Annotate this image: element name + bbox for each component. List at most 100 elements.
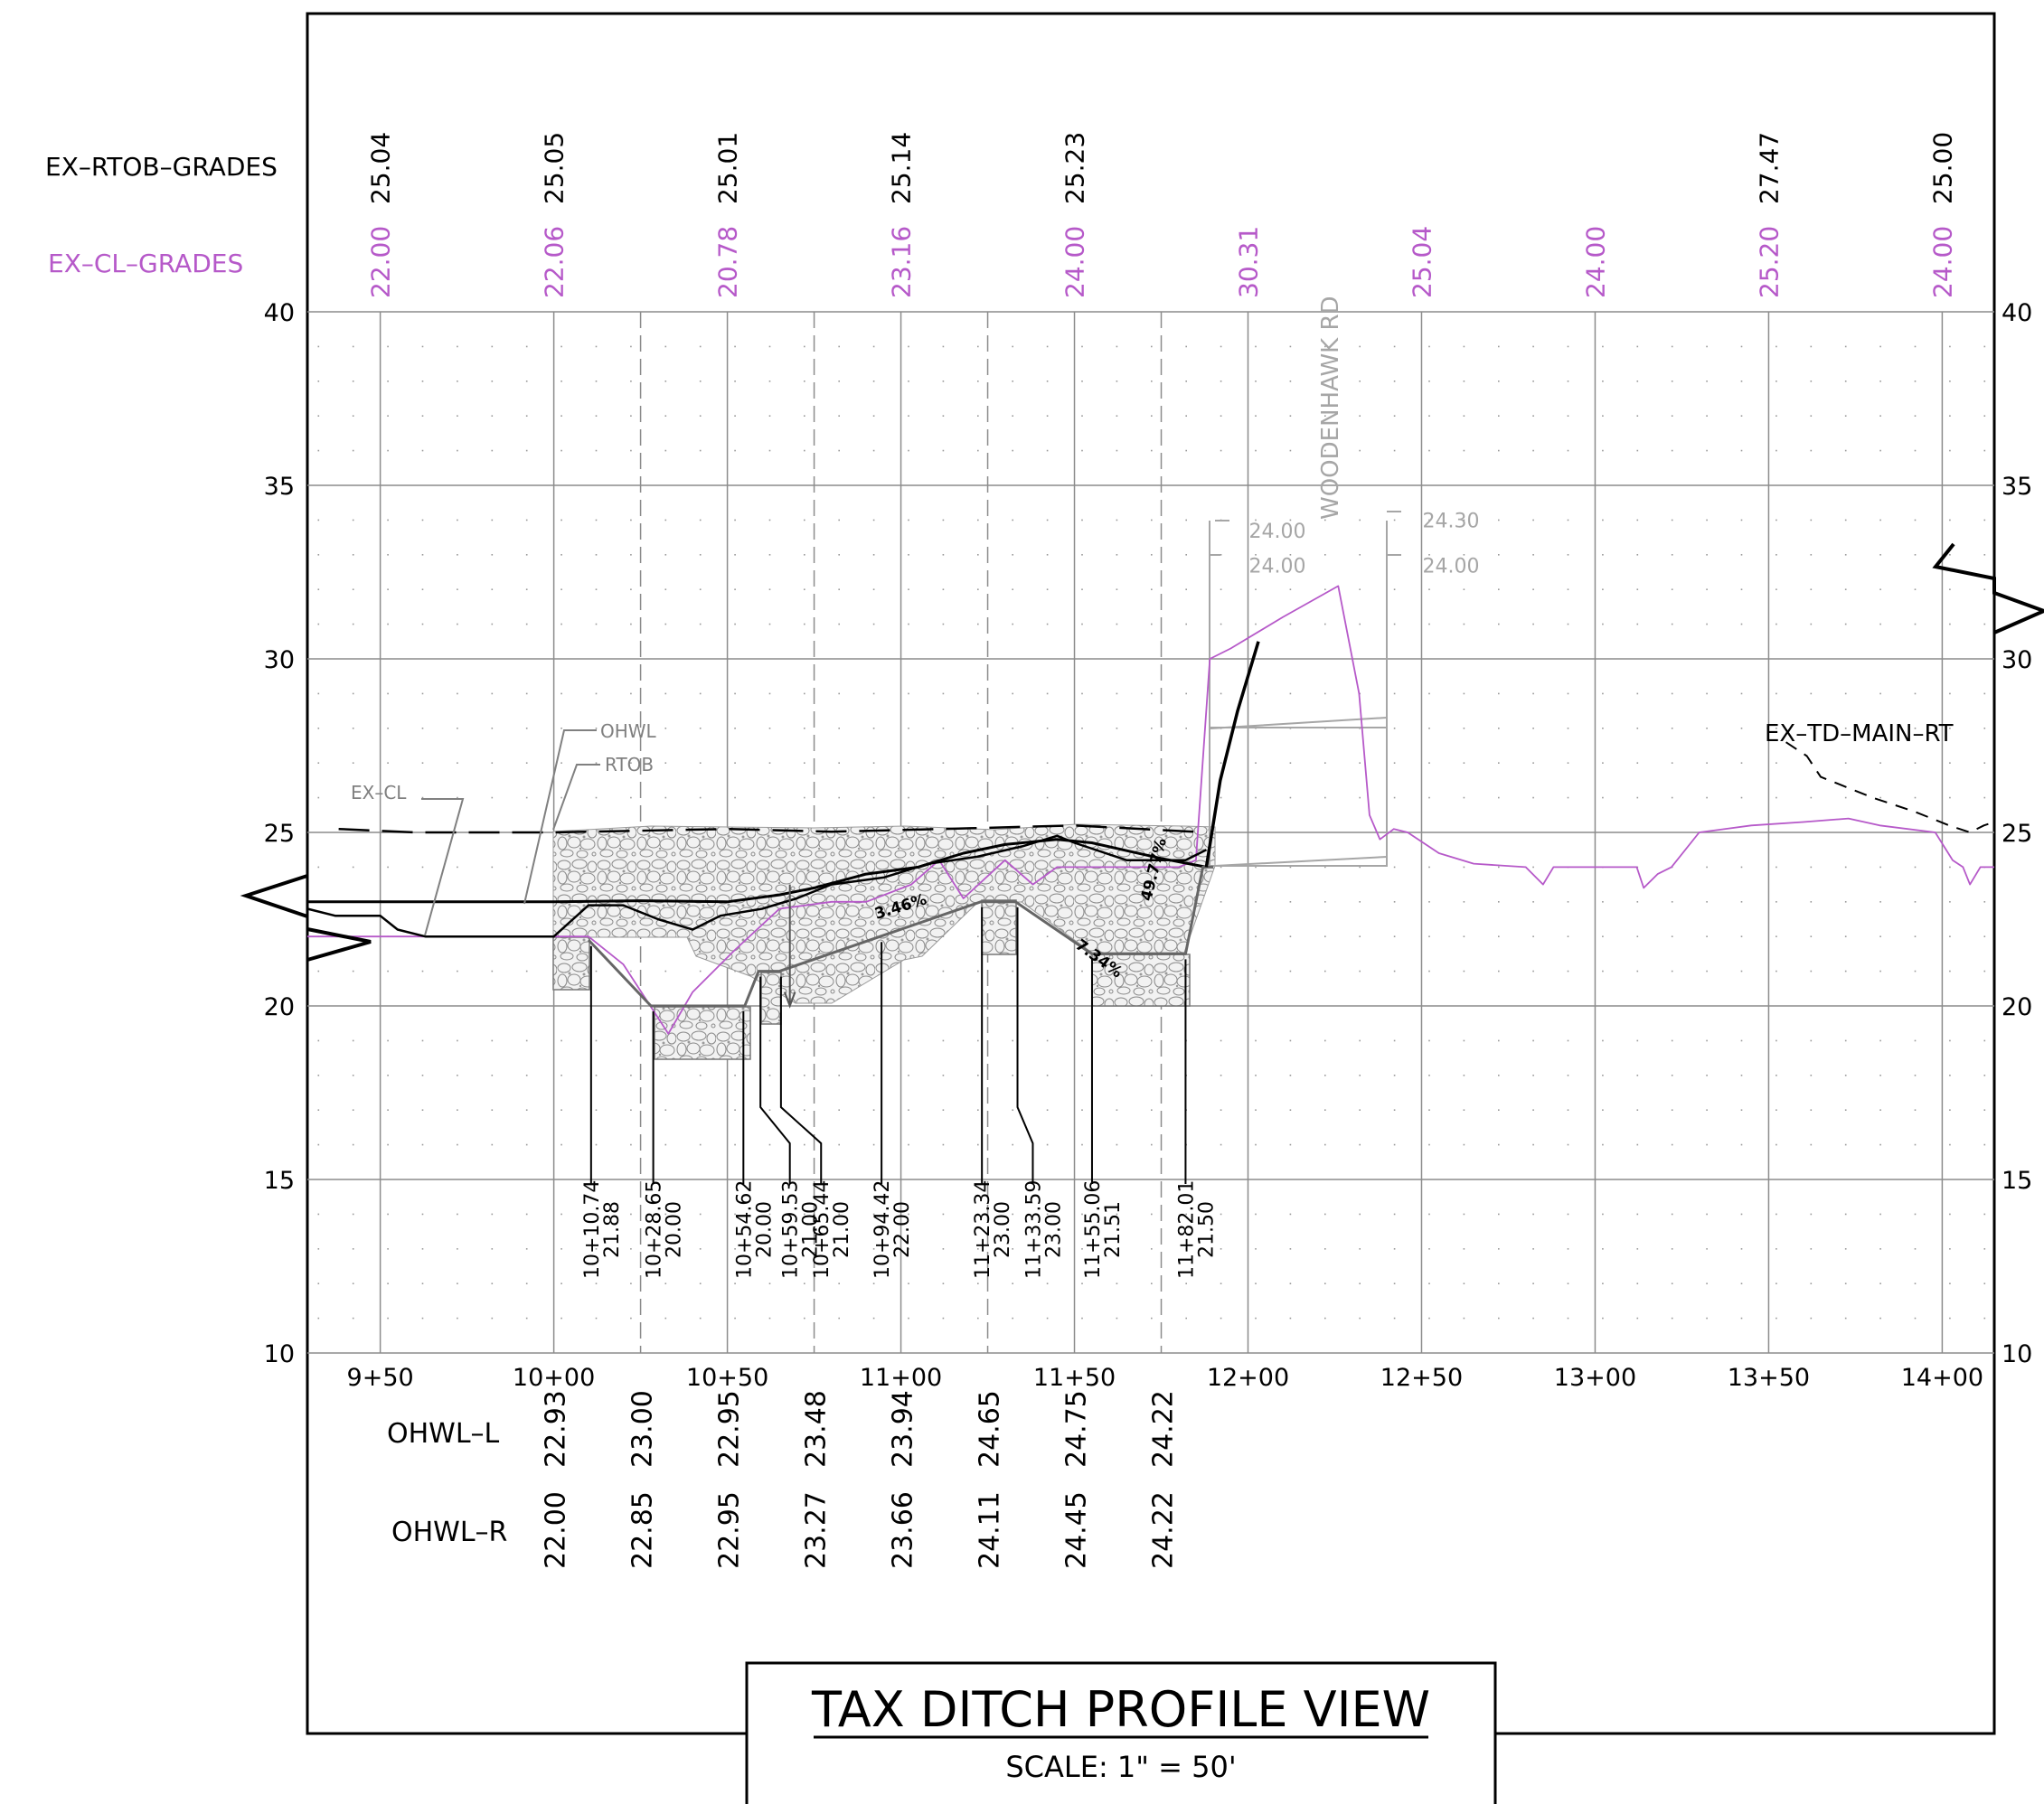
ohwl-r-value: 23.66 xyxy=(888,1491,919,1569)
elevation-tick-right: 15 xyxy=(2002,1167,2032,1195)
grade-rows: 25.04 25.05 25.01 25.14 25.23 27.47 25.00 22.00… xyxy=(366,132,1958,1569)
grid-dots xyxy=(317,345,1986,1320)
ohwl-l-value: 23.94 xyxy=(888,1390,919,1468)
cl-grade-value: 30.31 xyxy=(1234,226,1264,298)
riprap-fills xyxy=(552,823,1216,1060)
elevation-tick-right: 40 xyxy=(2002,299,2032,327)
callout-elevation: 22.00 xyxy=(891,1201,914,1258)
cl-grade-value: 20.78 xyxy=(713,226,743,298)
ex-td-label: EX–TD–MAIN–RT xyxy=(1765,720,1954,747)
elevation-tick-left: 35 xyxy=(264,473,295,501)
rtob-grade-value: 25.04 xyxy=(366,132,396,204)
ohwl-leader xyxy=(523,729,597,905)
rtob-leader xyxy=(552,764,600,831)
elevation-tick-right: 30 xyxy=(2002,646,2032,674)
rtob-grade-value: 25.00 xyxy=(1927,132,1957,204)
ohwl-l-value: 23.00 xyxy=(627,1390,659,1468)
callout-leader xyxy=(779,976,823,1184)
callout-station: 10+59.53 xyxy=(780,1180,803,1279)
rtob-grade-value: 25.14 xyxy=(887,132,917,204)
road-elevation-label: 24.30 xyxy=(1422,510,1479,532)
road-outline xyxy=(1209,521,1388,867)
callout-station: 10+10.74 xyxy=(581,1180,604,1279)
rtob-grade-value: 25.23 xyxy=(1060,132,1090,204)
station-tick: 13+00 xyxy=(1554,1364,1636,1392)
trench-fill xyxy=(654,1006,751,1060)
cl-grade-value: 25.20 xyxy=(1754,226,1784,298)
road-outline xyxy=(1210,511,1401,556)
road-pavement xyxy=(1214,856,1388,867)
station-tick: 10+50 xyxy=(686,1364,768,1392)
elevation-tick-left: 40 xyxy=(264,299,295,327)
existing-cl-profile xyxy=(307,585,1994,1035)
ohwl-r-value: 24.11 xyxy=(975,1491,1006,1569)
callout-elevation: 20.00 xyxy=(753,1201,776,1258)
title-text: TAX DITCH PROFILE VIEW xyxy=(811,1681,1430,1738)
title-block xyxy=(745,1661,1497,1804)
station-tick: 11+50 xyxy=(1033,1364,1116,1392)
ex-td-dashed-profile xyxy=(1785,741,1995,833)
rtob-grade-value: 25.05 xyxy=(540,132,570,204)
elevation-tick-left: 25 xyxy=(264,820,295,848)
elevation-tick-left: 20 xyxy=(264,993,295,1021)
grid-dot-field xyxy=(317,345,1986,1320)
road-elevation-label: 24.00 xyxy=(1422,555,1479,578)
rtob-label: RTOB xyxy=(605,754,654,775)
elevation-tick-right: 10 xyxy=(2002,1340,2032,1368)
callout-elevation: 21.50 xyxy=(1195,1201,1218,1258)
cl-grade-value: 25.04 xyxy=(1407,226,1436,298)
ohwl-r-value: 22.85 xyxy=(627,1491,659,1569)
elevation-tick-left: 30 xyxy=(264,646,295,674)
ohwl-label: OHWL xyxy=(600,720,657,742)
callout-elevation: 20.00 xyxy=(664,1201,686,1258)
ohwl-r-value: 22.00 xyxy=(541,1491,572,1569)
callout-elevation: 21.51 xyxy=(1102,1201,1125,1258)
callout-station: 11+33.59 xyxy=(1022,1180,1045,1279)
rtob-line-profile xyxy=(306,834,1207,938)
station-tick: 9+50 xyxy=(347,1364,414,1392)
cl-grade-value: 24.00 xyxy=(1927,226,1957,298)
profile-lines xyxy=(306,585,1995,1035)
ohwl-l-value: 23.48 xyxy=(801,1390,833,1468)
road-elevation-label: 24.00 xyxy=(1249,521,1306,543)
callout-station: 10+65.44 xyxy=(811,1180,834,1279)
callout-elevation: 21.00 xyxy=(800,1201,823,1258)
station-tick: 14+00 xyxy=(1901,1364,1983,1392)
callout-elevation: 23.00 xyxy=(992,1201,1014,1258)
elevation-tick-right: 25 xyxy=(2002,820,2032,848)
break-symbol-right xyxy=(1932,542,2044,634)
callout-station: 11+55.06 xyxy=(1082,1180,1105,1279)
station-tick: 12+50 xyxy=(1380,1364,1463,1392)
ex-cl-label: EX–CL xyxy=(351,782,407,803)
rtob-dashed-profile xyxy=(338,824,1207,834)
cl-grade-value: 22.06 xyxy=(540,226,570,298)
profile-grid: 10 10 15 15 20 20 25 25 30 30 35 35 40 40 9+50 10+00 10+… xyxy=(264,299,2033,1392)
ohwl-l-value: 22.93 xyxy=(541,1390,572,1468)
rtob-grade-value: 27.47 xyxy=(1754,132,1784,204)
trench-fill xyxy=(1091,954,1191,1007)
scale-text: SCALE: 1" = 50' xyxy=(1005,1750,1236,1784)
trench-fill xyxy=(552,936,590,991)
callout-leader xyxy=(1016,907,1034,1184)
road-elevation-label: 24.00 xyxy=(1249,555,1306,578)
ohwl-l-value: 22.95 xyxy=(714,1390,746,1468)
ohwl-r-value: 23.27 xyxy=(801,1491,833,1569)
callout-station: 10+54.62 xyxy=(733,1180,756,1279)
road-name: WOODENHAWK RD xyxy=(1317,296,1344,520)
ohwl-r-value: 22.95 xyxy=(714,1491,746,1569)
road-pavement xyxy=(1209,717,1388,730)
break-symbol-left xyxy=(306,927,372,962)
cl-grade-value: 24.00 xyxy=(1580,226,1610,298)
cl-grade-value: 24.00 xyxy=(1060,226,1090,298)
road-section xyxy=(1209,511,1401,867)
station-tick: 11+00 xyxy=(860,1364,942,1392)
callout-station: 10+28.65 xyxy=(644,1180,666,1279)
elevation-tick-left: 15 xyxy=(264,1167,295,1195)
trench-fill xyxy=(760,972,782,1025)
callout-station: 11+82.01 xyxy=(1175,1180,1198,1279)
ohwl-r-value: 24.45 xyxy=(1061,1491,1093,1569)
break-symbols xyxy=(240,542,2044,962)
break-symbol-left xyxy=(240,874,308,918)
cl-grade-value: 22.00 xyxy=(366,226,396,298)
ohwl-l-value: 24.22 xyxy=(1148,1390,1180,1468)
